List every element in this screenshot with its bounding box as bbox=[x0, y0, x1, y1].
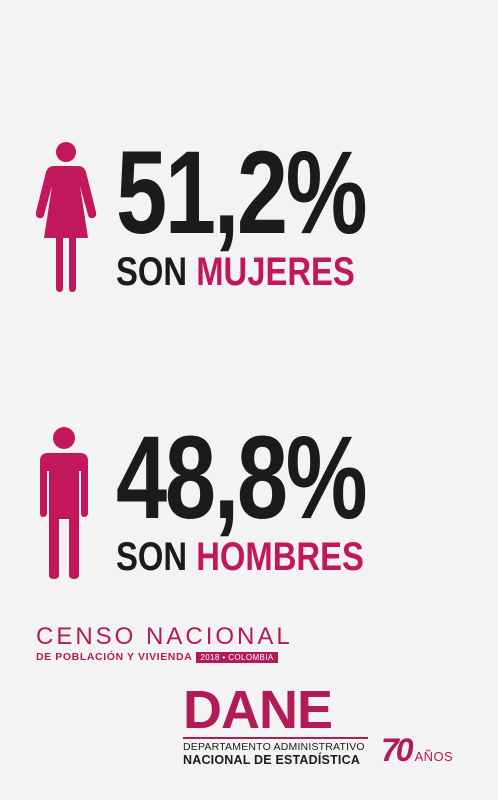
dane-wordmark: DANE bbox=[183, 680, 333, 740]
men-percentage: 48,8% bbox=[116, 412, 368, 544]
men-label-prefix: SON bbox=[116, 535, 188, 579]
women-label: SON MUJERES bbox=[116, 250, 378, 294]
censo-tag: 2018 • COLOMBIA bbox=[196, 651, 278, 663]
anniversary-word: AÑOS bbox=[414, 749, 454, 764]
censo-logo: CENSO NACIONAL DE POBLACIÓN Y VIVIENDA 2… bbox=[36, 623, 293, 664]
dane-line1: DEPARTAMENTO ADMINISTRATIVO bbox=[183, 741, 365, 753]
women-stat: 51,2% SON MUJERES bbox=[36, 127, 436, 294]
dane-divider bbox=[183, 737, 368, 739]
man-icon bbox=[36, 427, 100, 579]
anniversary-number: 70 bbox=[381, 732, 414, 768]
censo-title: CENSO NACIONAL bbox=[36, 623, 293, 650]
woman-icon bbox=[36, 142, 100, 292]
anniversary-logo: 70 AÑOS bbox=[381, 732, 453, 769]
men-label-accent: HOMBRES bbox=[196, 535, 364, 579]
dane-logo: DANE DEPARTAMENTO ADMINISTRATIVO NACIONA… bbox=[183, 680, 368, 767]
women-percentage: 51,2% bbox=[116, 127, 368, 259]
censo-subtitle: DE POBLACIÓN Y VIVIENDA bbox=[36, 651, 193, 663]
men-stat: 48,8% SON HOMBRES bbox=[36, 412, 436, 579]
women-label-prefix: SON bbox=[116, 250, 188, 294]
women-label-accent: MUJERES bbox=[196, 250, 355, 294]
dane-line2: NACIONAL DE ESTADÍSTICA bbox=[183, 753, 361, 767]
men-label: SON HOMBRES bbox=[116, 535, 378, 579]
